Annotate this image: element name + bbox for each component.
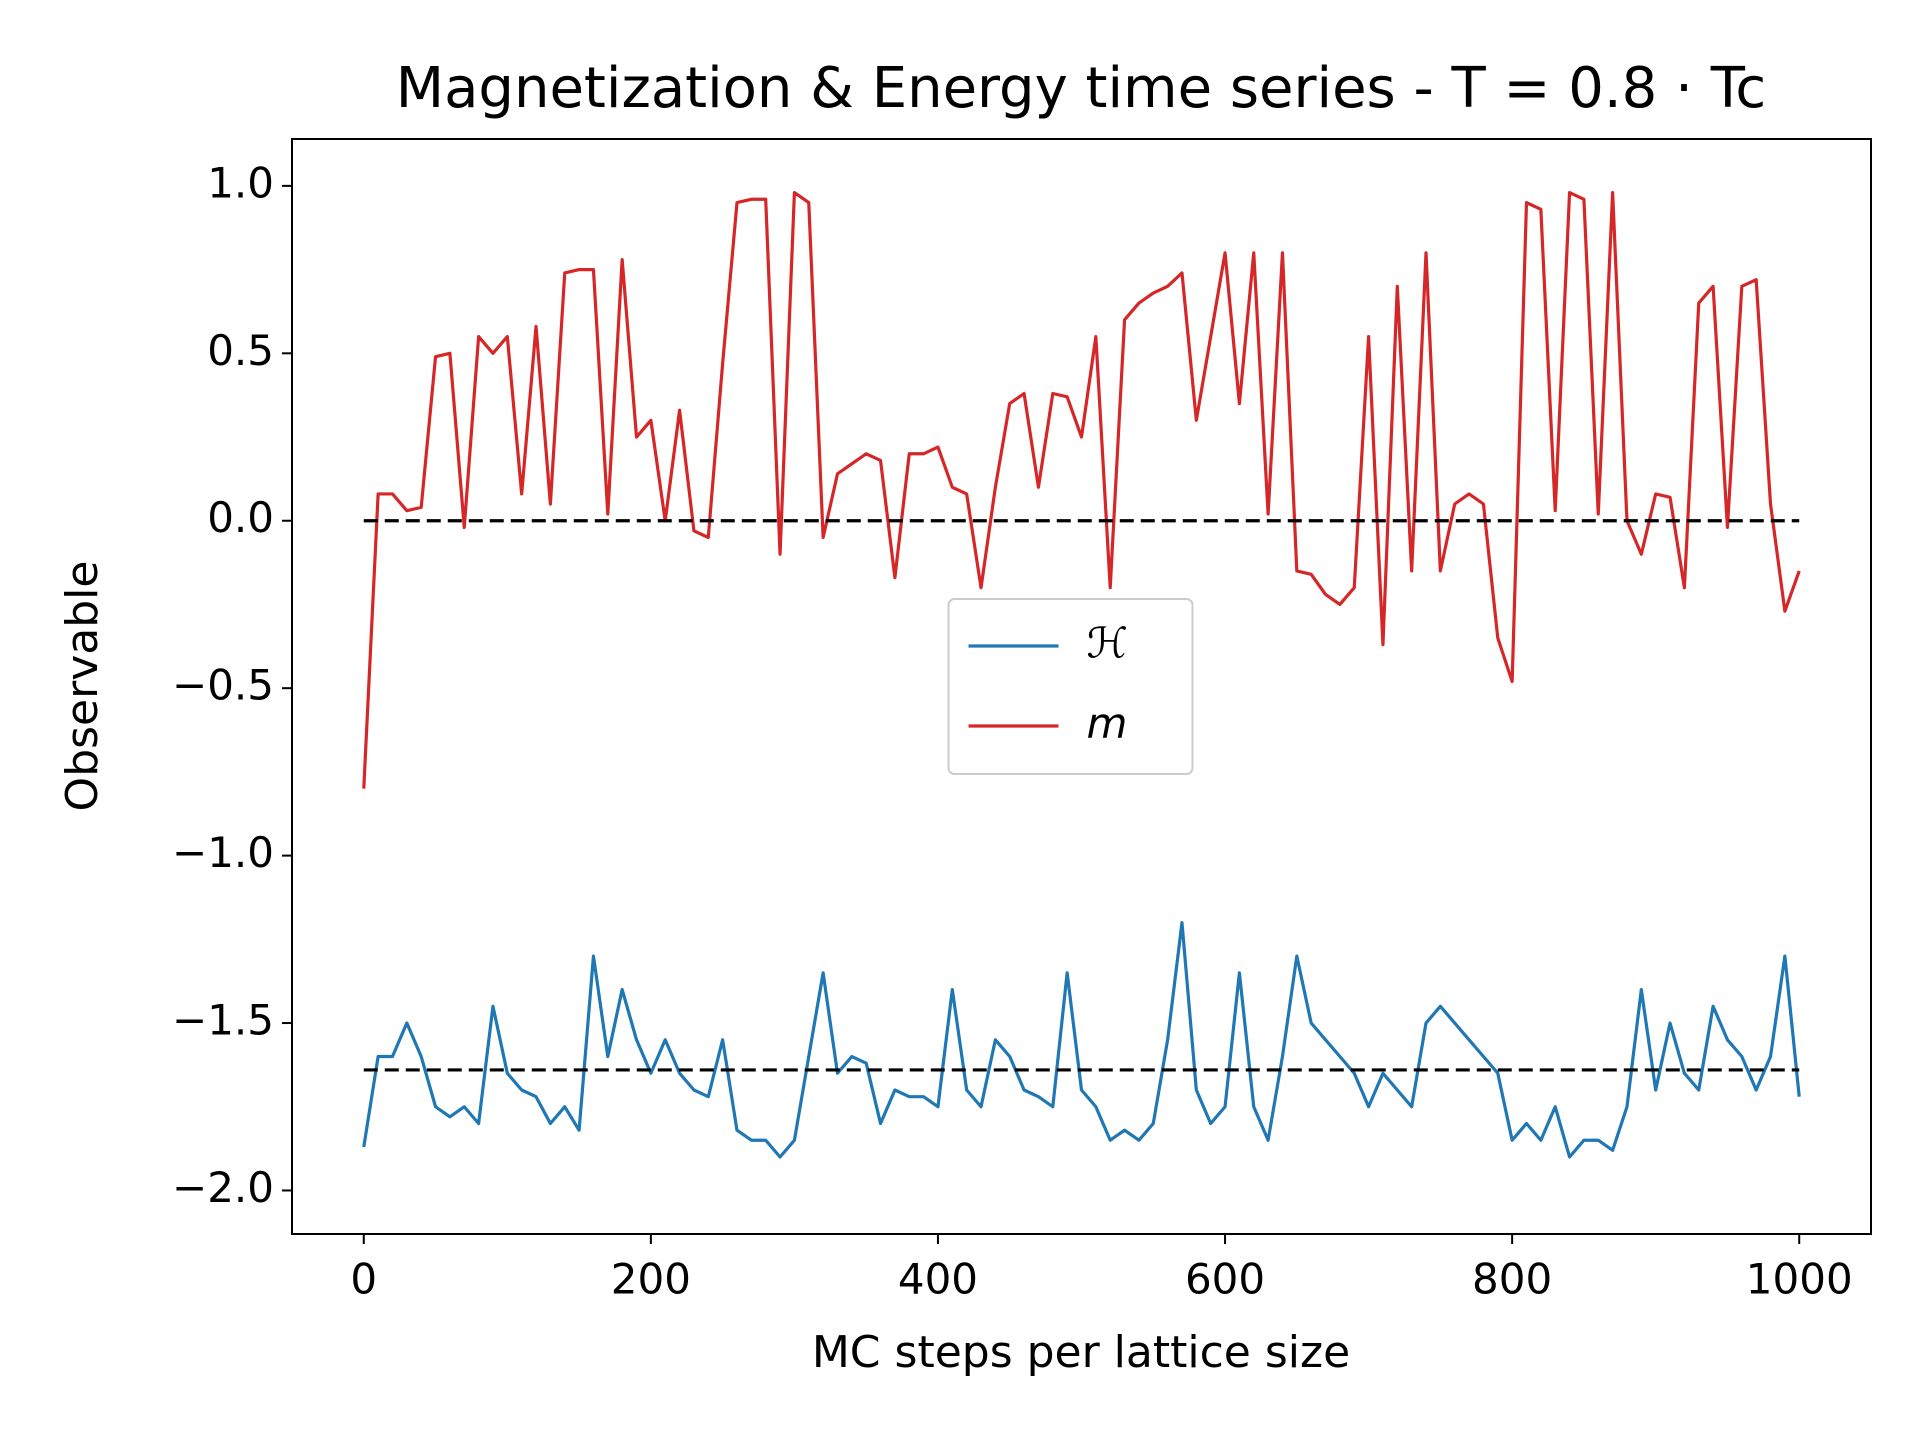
y-tick-label: −1.5 xyxy=(172,996,274,1045)
x-tick-label: 0 xyxy=(350,1255,377,1304)
series-line xyxy=(362,190,1801,789)
x-axis-label: MC steps per lattice size xyxy=(812,1327,1350,1378)
y-tick-label: 0.5 xyxy=(207,326,274,375)
y-axis-label: Observable xyxy=(57,561,108,812)
series-line xyxy=(362,920,1801,1159)
x-tick-label: 800 xyxy=(1472,1255,1552,1304)
x-tick-label: 200 xyxy=(611,1255,691,1304)
plot-frame xyxy=(291,138,1872,1235)
y-tick-label: −0.5 xyxy=(172,661,274,710)
x-tick-label: 400 xyxy=(898,1255,978,1304)
legend-box xyxy=(947,598,1194,775)
y-tick-label: −1.0 xyxy=(172,828,274,877)
x-tick-label: 600 xyxy=(1185,1255,1265,1304)
legend-label: m xyxy=(1087,699,1128,748)
chart-title: Magnetization & Energy time series - T =… xyxy=(396,56,1766,121)
y-tick-label: 1.0 xyxy=(207,158,274,207)
x-tick-label: 1000 xyxy=(1746,1255,1853,1304)
y-tick-label: −2.0 xyxy=(172,1163,274,1212)
legend-label: ℋ xyxy=(1087,619,1129,668)
legend: ℋm xyxy=(947,598,1194,775)
y-tick-label: 0.0 xyxy=(207,493,274,542)
